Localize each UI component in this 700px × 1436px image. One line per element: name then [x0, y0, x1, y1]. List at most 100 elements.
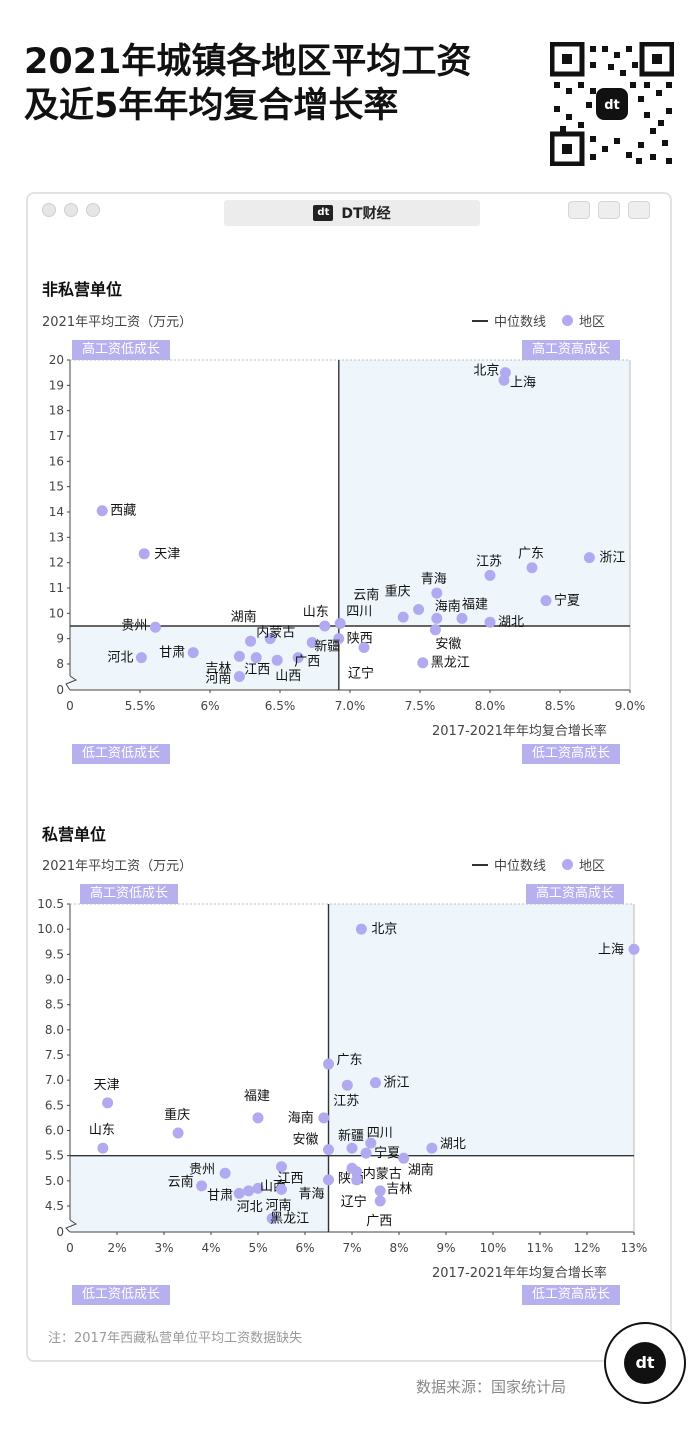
- chart1-point-label: 河北: [107, 651, 133, 666]
- chart1-x-tick-label: 5.5%: [125, 699, 156, 713]
- chart2-point: [219, 1167, 231, 1179]
- chart2-point: [276, 1161, 287, 1173]
- chart1-quadrant-low-high: 低工资高成长: [522, 744, 621, 764]
- chart1-y-tick-label: 17: [49, 429, 64, 443]
- chart2-x-tick-label: 11%: [527, 1241, 554, 1255]
- chart2-y-tick-label: 9.0: [45, 973, 64, 987]
- copy-icon[interactable]: [628, 201, 650, 219]
- chart1-point-label: 四川: [346, 604, 372, 619]
- chart2-x-tick-label: 4%: [201, 1241, 220, 1255]
- qr-code[interactable]: dt: [550, 42, 674, 166]
- home-icon[interactable]: [598, 201, 620, 219]
- chart1-y-tick-label: 12: [49, 556, 64, 570]
- chart2-point-label: 广西: [366, 1214, 392, 1229]
- chart1-axis-break: [65, 675, 78, 691]
- chart1-point: [431, 612, 443, 624]
- window-brand-bar: dt DT财经: [224, 200, 480, 226]
- chart2-point: [351, 1174, 363, 1186]
- chart1-point: [319, 620, 331, 632]
- minimize-dot-icon[interactable]: [64, 203, 78, 217]
- title-line-2: 及近5年年均复合增长率: [24, 86, 399, 126]
- chart1-y-tick-label: 8: [56, 657, 64, 671]
- close-dot-icon[interactable]: [42, 203, 56, 217]
- chart2-x-tick-label: 6%: [295, 1241, 314, 1255]
- chart1-high-high-region: [338, 360, 630, 626]
- chart2-point: [346, 1142, 358, 1154]
- chart1-point: [431, 587, 443, 599]
- chart2-point-label: 广东: [337, 1053, 363, 1068]
- chart2-point-label: 河南: [266, 1197, 292, 1213]
- chart2-point: [398, 1152, 410, 1164]
- chart2-point-label: 海南: [288, 1110, 314, 1126]
- chart1-y-tick-label: 16: [49, 454, 64, 468]
- chart2-y-tick-label: 8.5: [45, 998, 64, 1012]
- chart1-x-tick-label: 8.5%: [545, 699, 576, 713]
- chart1-y-tick-label: 9: [56, 632, 64, 646]
- chart2-point-label: 吉林: [386, 1182, 412, 1197]
- chart2-y-tick-label: 9.5: [45, 947, 64, 961]
- chart1-x-tick-label: 8.0%: [475, 699, 506, 713]
- record-icon[interactable]: [568, 201, 590, 219]
- median-line-icon: [472, 319, 488, 322]
- chart1-y-tick-label: 20: [49, 353, 64, 367]
- chart2-x-tick-label: 7%: [342, 1241, 361, 1255]
- chart2-point: [102, 1097, 114, 1109]
- chart2-point: [252, 1112, 264, 1124]
- chart1-x-tick-label: 7.0%: [335, 699, 366, 713]
- chart1-point: [429, 624, 441, 636]
- chart1-y-tick-label: 18: [49, 404, 64, 418]
- chart2-y-tick-label: 8.0: [45, 1023, 64, 1037]
- chart1-point: [413, 604, 425, 616]
- chart2-high-high-region: [328, 904, 634, 1156]
- chart2-point: [360, 1147, 372, 1159]
- chart1-point-label: 山东: [303, 605, 329, 620]
- chart2-point: [323, 1058, 334, 1070]
- region-dot-icon: [562, 315, 574, 326]
- chart2-point-label: 新疆: [338, 1128, 364, 1144]
- chart2-y-tick-label: 10.0: [37, 922, 64, 936]
- maximize-dot-icon[interactable]: [86, 203, 100, 217]
- chart2-y-tick-label: 4.5: [45, 1199, 64, 1213]
- chart1-point-label: 江苏: [476, 553, 502, 569]
- chart1-legend: 中位数线 地区: [472, 311, 605, 330]
- chart2-point: [365, 1137, 377, 1149]
- chart1-point: [397, 611, 409, 623]
- chart1-point-label: 青海: [421, 572, 447, 587]
- dt-corner-logo-icon: dt: [604, 1322, 686, 1404]
- chart2-point-label: 福建: [244, 1089, 270, 1104]
- chart1-point: [334, 617, 346, 629]
- chart1-point-label: 天津: [154, 547, 180, 562]
- chart2-point-label: 甘肃: [207, 1188, 233, 1203]
- chart1-point: [484, 569, 496, 581]
- chart2-x-tick-label: 2%: [107, 1241, 126, 1255]
- chart2-y-tick-label: 0: [56, 1225, 64, 1239]
- chart2-quadrant-high-low: 高工资低成长: [80, 884, 179, 904]
- chart2-y-tick-label: 6.0: [45, 1124, 64, 1138]
- legend-region-label: 地区: [579, 859, 606, 874]
- chart1-point-label: 湖北: [498, 615, 524, 630]
- chart1-point: [358, 642, 370, 654]
- chart2-point-label: 山东: [89, 1123, 115, 1138]
- chart1-quadrant-high-low: 高工资低成长: [72, 340, 171, 360]
- chart1-x-tick-label: 7.5%: [405, 699, 436, 713]
- chart1-point: [292, 652, 304, 664]
- chart1-point-label: 新疆: [314, 638, 340, 654]
- chart2-point-label: 浙江: [384, 1076, 410, 1091]
- chart2-point: [323, 1144, 334, 1156]
- chart1-point: [498, 374, 510, 386]
- chart2-point: [426, 1142, 438, 1154]
- chart2-point-label: 湖北: [440, 1137, 466, 1152]
- chart1-point: [250, 652, 262, 664]
- chart2-point-label: 安徽: [293, 1133, 319, 1148]
- chart1-point: [149, 621, 161, 633]
- chart1-point-label: 海南: [435, 598, 461, 614]
- chart2-point: [196, 1180, 208, 1192]
- chart2-point-label: 北京: [371, 922, 397, 937]
- chart2-point-label: 四川: [367, 1126, 393, 1141]
- chart2-point: [323, 1174, 334, 1186]
- chart1-point: [187, 647, 199, 659]
- legend-region-label: 地区: [579, 315, 606, 330]
- chart1-point: [138, 548, 150, 560]
- chart2-point-label: 江苏: [333, 1093, 359, 1109]
